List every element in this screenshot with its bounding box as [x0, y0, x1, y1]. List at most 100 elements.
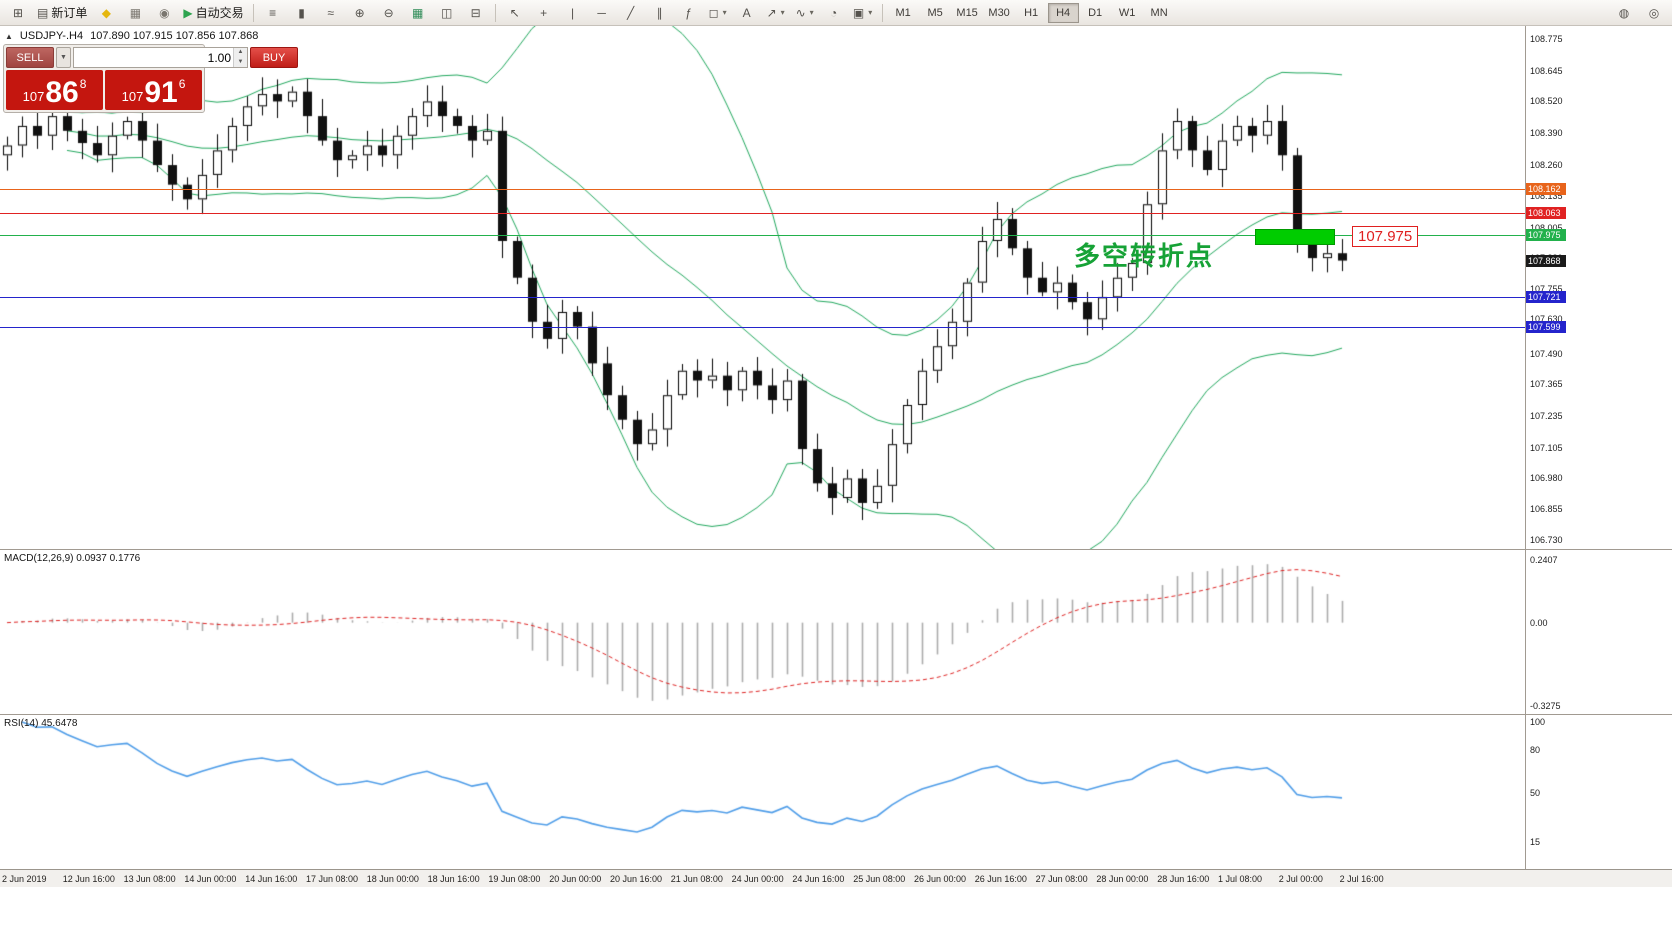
- arrows-icon[interactable]: ↗ ▾: [762, 2, 790, 24]
- price-callout-label[interactable]: 107.975: [1352, 226, 1419, 247]
- zoom-in-icon: ⊕: [354, 5, 365, 20]
- zoom-out-icon[interactable]: ⊖: [375, 2, 403, 24]
- new-chart-icon[interactable]: ⊞: [4, 2, 32, 24]
- trendline-icon[interactable]: ╱: [617, 2, 645, 24]
- toolbar-separator: [881, 3, 883, 22]
- symbol-marker-icon: ▲: [5, 31, 13, 41]
- tile-windows-icon[interactable]: ◫: [433, 2, 461, 24]
- rsi-axis-label: 80: [1530, 745, 1541, 755]
- main-toolbar: ⊞ ▤ 新订单 ◆ ▦ ◉ ▶ 自动交易 ≡ ▮ ≈ ⊕ ⊖ ▦ ◫ ⊟ ↖ + | ─ ╱ ∥ ƒ ◻ ▾ A ↗ ▾ ∿ ▾ ◔ ▣ ▾ M1…: [0, 0, 1672, 26]
- order-type-dropdown[interactable]: ▼: [56, 47, 71, 68]
- toolbar-right-group: ◍ ◎: [1610, 2, 1668, 24]
- templates-icon[interactable]: ▣ ▾: [849, 2, 877, 24]
- mql5-community-icon[interactable]: ◆: [92, 2, 120, 24]
- bar-chart-icon[interactable]: ≡: [259, 2, 287, 24]
- price-axis-label: 108.775: [1530, 34, 1563, 44]
- main-chart-canvas[interactable]: [0, 26, 1525, 549]
- trendline-icon: ╱: [626, 5, 635, 20]
- chart-text-annotation[interactable]: 多空转折点: [1074, 241, 1215, 271]
- auto-trading-button[interactable]: ▶ 自动交易: [179, 2, 247, 24]
- macd-rsi-divider[interactable]: [0, 714, 1672, 715]
- new-order-button[interactable]: ▤ 新订单: [33, 2, 91, 24]
- chevron-down-icon: ▾: [868, 8, 873, 17]
- buy-button[interactable]: BUY: [250, 47, 298, 68]
- fibonacci-icon: ƒ: [685, 5, 692, 20]
- profiles-icon[interactable]: ▦: [121, 2, 149, 24]
- rsi-panel-canvas[interactable]: [0, 716, 1525, 869]
- clock-icon[interactable]: ◔: [820, 2, 848, 24]
- cascade-windows-icon: ⊟: [470, 5, 481, 20]
- profiles-icon: ▦: [129, 5, 142, 20]
- timeframe-m5-button[interactable]: M5: [927, 6, 943, 19]
- volume-up-icon[interactable]: ▲: [234, 48, 247, 58]
- cursor-icon: ↖: [509, 5, 520, 20]
- chevron-down-icon: ▾: [780, 8, 785, 17]
- time-axis-label: 24 Jun 00:00: [731, 874, 784, 884]
- macd-panel-canvas[interactable]: [0, 551, 1525, 714]
- rsi-axis-label: 15: [1530, 837, 1541, 847]
- main-macd-divider[interactable]: [0, 549, 1672, 550]
- timeframe-h4-button[interactable]: H4: [1047, 2, 1079, 23]
- price-axis-label: 107.630: [1530, 314, 1563, 324]
- alerts-icon: ◍: [1618, 5, 1630, 20]
- horizontal-line-107.975[interactable]: [0, 235, 1525, 236]
- auto-trading-button-label: 自动交易: [195, 6, 244, 20]
- timeframe-m30-button[interactable]: M30: [988, 6, 1010, 19]
- chevron-down-icon: ▾: [809, 8, 814, 17]
- symbol-name: USDJPY-.H4: [19, 30, 84, 42]
- zoom-in-icon[interactable]: ⊕: [346, 2, 374, 24]
- crosshair-icon[interactable]: +: [530, 2, 558, 24]
- volume-down-icon[interactable]: ▼: [234, 57, 247, 67]
- channel-icon: ∥: [656, 5, 663, 20]
- timeframe-d1-button[interactable]: D1: [1088, 6, 1103, 19]
- price-axis-label: 108.135: [1530, 191, 1563, 201]
- tile-windows-icon: ◫: [440, 5, 453, 20]
- alerts-icon[interactable]: ◍: [1610, 2, 1638, 24]
- horizontal-line-107.599[interactable]: [0, 327, 1525, 328]
- text-icon[interactable]: A: [733, 2, 761, 24]
- time-axis-label: 25 Jun 08:00: [853, 874, 906, 884]
- sell-price-prefix: 107: [22, 89, 45, 104]
- data-window-icon[interactable]: ◉: [150, 2, 178, 24]
- candlestick-chart-icon[interactable]: ▮: [288, 2, 316, 24]
- time-axis-label: 14 Jun 16:00: [245, 874, 298, 884]
- shapes-icon[interactable]: ◻ ▾: [704, 2, 732, 24]
- channel-icon[interactable]: ∥: [646, 2, 674, 24]
- search-icon[interactable]: ◎: [1640, 2, 1668, 24]
- indicators-icon[interactable]: ∿ ▾: [791, 2, 819, 24]
- time-axis-label: 19 Jun 08:00: [488, 874, 541, 884]
- fibonacci-icon[interactable]: ƒ: [675, 2, 703, 24]
- cascade-windows-icon[interactable]: ⊟: [462, 2, 490, 24]
- time-axis-label: 20 Jun 16:00: [610, 874, 663, 884]
- time-axis[interactable]: 2 Jun 2019 12 Jun 16:00 13 Jun 08:00 14 Jun…: [0, 869, 1672, 887]
- horizontal-line-107.721[interactable]: [0, 297, 1525, 298]
- sell-price-display[interactable]: 107 86 8: [6, 70, 103, 110]
- templates-icon: ▣: [852, 5, 865, 20]
- horizontal-line-icon[interactable]: ─: [588, 2, 616, 24]
- sell-button[interactable]: SELL: [6, 47, 54, 68]
- timeframe-h1-button[interactable]: H1: [1024, 6, 1039, 19]
- volume-input[interactable]: [74, 48, 233, 67]
- price-tag-107.721: 107.721: [1526, 291, 1566, 303]
- zoom-out-icon: ⊖: [383, 5, 394, 20]
- buy-price-display[interactable]: 107 91 6: [105, 70, 202, 110]
- time-axis-label: 2 Jul 00:00: [1278, 874, 1323, 884]
- mql5-community-icon: ◆: [101, 5, 111, 20]
- timeframe-m1-button[interactable]: M1: [895, 6, 911, 19]
- volume-stepper[interactable]: ▲ ▼: [233, 48, 247, 67]
- timeframe-m15-button[interactable]: M15: [956, 6, 978, 19]
- highlight-rectangle[interactable]: [1255, 229, 1335, 245]
- horizontal-line-108.162[interactable]: [0, 189, 1525, 190]
- vertical-line-icon[interactable]: |: [559, 2, 587, 24]
- time-axis-label: 21 Jun 08:00: [670, 874, 723, 884]
- chart-grid-icon[interactable]: ▦: [404, 2, 432, 24]
- timeframe-mn-button[interactable]: MN: [1150, 6, 1168, 19]
- price-axis-border: [1525, 26, 1526, 869]
- line-chart-icon[interactable]: ≈: [317, 2, 345, 24]
- time-axis-label: 2 Jun 2019: [2, 874, 47, 884]
- cursor-icon[interactable]: ↖: [501, 2, 529, 24]
- new-chart-icon: ⊞: [12, 5, 24, 20]
- timeframe-w1-button[interactable]: W1: [1118, 6, 1136, 19]
- horizontal-line-108.063[interactable]: [0, 213, 1525, 214]
- time-axis-label: 17 Jun 08:00: [306, 874, 359, 884]
